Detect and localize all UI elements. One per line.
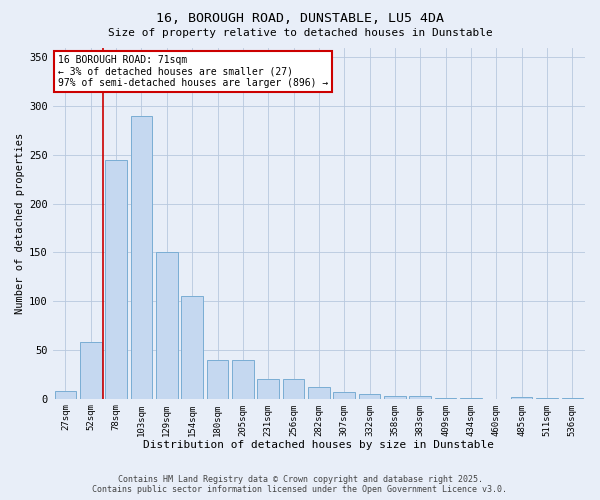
Bar	[80, 342, 101, 398]
Bar	[283, 379, 304, 398]
Bar	[181, 296, 203, 398]
Bar	[409, 396, 431, 398]
Text: 16, BOROUGH ROAD, DUNSTABLE, LU5 4DA: 16, BOROUGH ROAD, DUNSTABLE, LU5 4DA	[156, 12, 444, 26]
Bar	[156, 252, 178, 398]
Bar	[207, 360, 228, 399]
Bar	[334, 392, 355, 398]
Bar	[384, 396, 406, 398]
Text: Contains HM Land Registry data © Crown copyright and database right 2025.
Contai: Contains HM Land Registry data © Crown c…	[92, 474, 508, 494]
Bar	[106, 160, 127, 398]
Y-axis label: Number of detached properties: Number of detached properties	[15, 132, 25, 314]
Bar	[232, 360, 254, 399]
Bar	[308, 387, 329, 398]
X-axis label: Distribution of detached houses by size in Dunstable: Distribution of detached houses by size …	[143, 440, 494, 450]
Text: 16 BOROUGH ROAD: 71sqm
← 3% of detached houses are smaller (27)
97% of semi-deta: 16 BOROUGH ROAD: 71sqm ← 3% of detached …	[58, 54, 328, 88]
Bar	[131, 116, 152, 399]
Text: Size of property relative to detached houses in Dunstable: Size of property relative to detached ho…	[107, 28, 493, 38]
Bar	[511, 397, 532, 398]
Bar	[257, 379, 279, 398]
Bar	[55, 391, 76, 398]
Bar	[359, 394, 380, 398]
